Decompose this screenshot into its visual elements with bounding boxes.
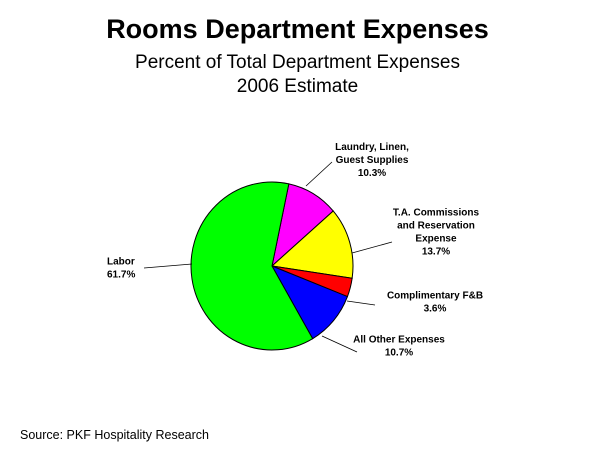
leader-line-3 xyxy=(321,335,358,353)
pie-slice-1 xyxy=(270,210,354,279)
pie-slice-4 xyxy=(190,181,314,351)
pie-slices xyxy=(190,181,354,351)
leader-lines xyxy=(143,161,393,353)
source-note: Source: PKF Hospitality Research xyxy=(20,428,209,442)
slice-label-0: Laundry, Linen, Guest Supplies 10.3% xyxy=(335,142,409,179)
slice-labels: Laundry, Linen, Guest Supplies 10.3% T.A. C… xyxy=(107,142,483,359)
leader-line-2 xyxy=(346,300,376,306)
slice-label-2: Complimentary F&B 3.6% xyxy=(387,291,483,315)
slice-label-3: All Other Expenses 10.7% xyxy=(353,335,445,359)
leader-line-4 xyxy=(143,263,193,269)
slice-label-1: T.A. Commissions and Reservation Expense 13… xyxy=(393,208,480,258)
slice-label-4: Labor 61.7% xyxy=(107,257,135,281)
chart-subtitle: Percent of Total Department Expenses xyxy=(135,52,460,73)
chart-subtitle-year: 2006 Estimate xyxy=(236,76,359,97)
leader-line-0 xyxy=(305,161,333,187)
chart-title: Rooms Department Expenses xyxy=(106,14,489,44)
leader-line-1 xyxy=(351,241,393,254)
